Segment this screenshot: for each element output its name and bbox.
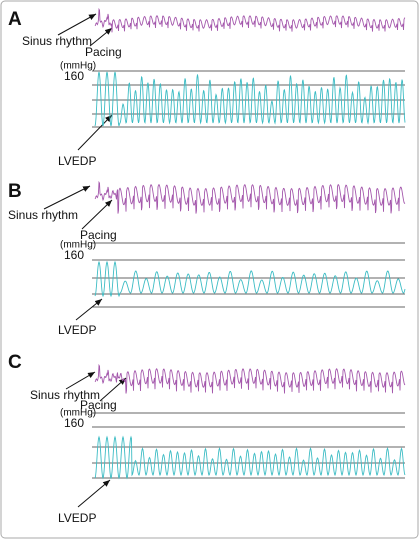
- lvedp-label: LVEDP: [58, 511, 96, 525]
- tick-label: 160: [64, 248, 84, 262]
- tick-label: 160: [64, 416, 84, 430]
- tick-label: 160: [64, 69, 84, 83]
- unit-label: (mmHg): [60, 240, 96, 251]
- arrow: [99, 377, 127, 402]
- unit-label: (mmHg): [60, 408, 96, 419]
- arrow: [75, 298, 103, 321]
- lvedp-label: LVEDP: [58, 154, 96, 168]
- arrow: [57, 13, 97, 36]
- pressure-trace: [94, 71, 406, 127]
- pacing-label: Pacing: [80, 398, 117, 412]
- arrow: [77, 479, 111, 508]
- panel-letter: C: [8, 352, 22, 373]
- panel-letter: B: [8, 181, 22, 202]
- sinus-label: Sinus rhythm: [8, 208, 78, 222]
- arrow: [43, 185, 91, 210]
- sinus-label: Sinus rhythm: [22, 34, 92, 48]
- arrow: [77, 114, 113, 151]
- lvedp-label: LVEDP: [58, 323, 96, 337]
- arrow: [81, 199, 113, 230]
- pressure-trace: [94, 435, 406, 480]
- unit-label: (mmHg): [60, 61, 96, 72]
- ecg-trace: [94, 180, 406, 214]
- arrow: [65, 371, 96, 390]
- sinus-label: Sinus rhythm: [30, 388, 100, 402]
- pacing-label: Pacing: [85, 45, 122, 59]
- ecg-trace: [94, 7, 406, 33]
- panel-letter: A: [8, 9, 22, 30]
- pacing-label: Pacing: [80, 228, 117, 242]
- pressure-trace: [94, 260, 406, 298]
- ecg-trace: [94, 363, 406, 394]
- arrow: [89, 27, 113, 47]
